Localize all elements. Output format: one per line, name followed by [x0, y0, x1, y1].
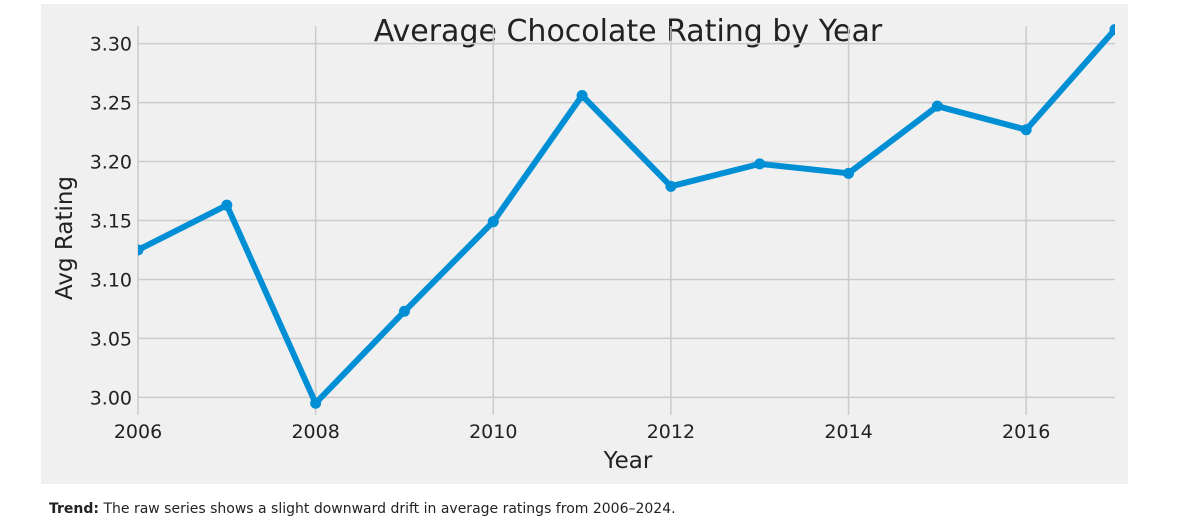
caption-text: The raw series shows a slight downward d…	[99, 501, 676, 517]
x-tick-label: 2012	[647, 421, 695, 443]
data-point	[398, 305, 410, 317]
data-point	[487, 216, 499, 228]
y-tick-label: 3.25	[90, 93, 132, 115]
trend-caption: Trend: The raw series shows a slight dow…	[49, 501, 676, 517]
caption-label: Trend:	[49, 501, 99, 517]
y-tick-label: 3.00	[90, 387, 132, 409]
y-axis-label: Avg Rating	[52, 176, 78, 300]
data-point	[310, 397, 322, 409]
line-chart: Average Chocolate Rating by Year 2006 200…	[52, 14, 1115, 474]
data-point	[138, 244, 144, 256]
y-tick-label: 3.30	[90, 34, 132, 56]
data-point	[665, 180, 677, 192]
rating-series	[138, 24, 1115, 409]
chart-figure: Average Chocolate Rating by Year 2006 200…	[41, 4, 1128, 484]
series-line	[138, 27, 1115, 407]
y-tick-label: 3.15	[90, 211, 132, 233]
x-tick-label: 2006	[114, 421, 162, 443]
y-tick-label: 3.10	[90, 269, 132, 291]
x-tick-label: 2016	[1002, 421, 1050, 443]
data-point	[1020, 124, 1032, 136]
grid-lines	[137, 26, 1115, 415]
x-tick-label: 2010	[469, 421, 517, 443]
x-tick-label: 2008	[291, 421, 339, 443]
x-tick-label: 2014	[824, 421, 872, 443]
data-point	[221, 199, 233, 211]
series-layer	[138, 24, 1115, 409]
data-point	[843, 167, 855, 179]
data-point	[931, 100, 943, 112]
x-axis-label: Year	[603, 448, 653, 474]
y-tick-label: 3.05	[90, 328, 132, 350]
data-point	[754, 158, 766, 170]
tick-labels: 2006 2008 2010 2012 2014 2016 3.00 3.05 3.10 3.15…	[90, 34, 1051, 443]
data-point	[1109, 24, 1115, 36]
y-tick-label: 3.20	[90, 152, 132, 174]
data-point	[576, 90, 588, 102]
